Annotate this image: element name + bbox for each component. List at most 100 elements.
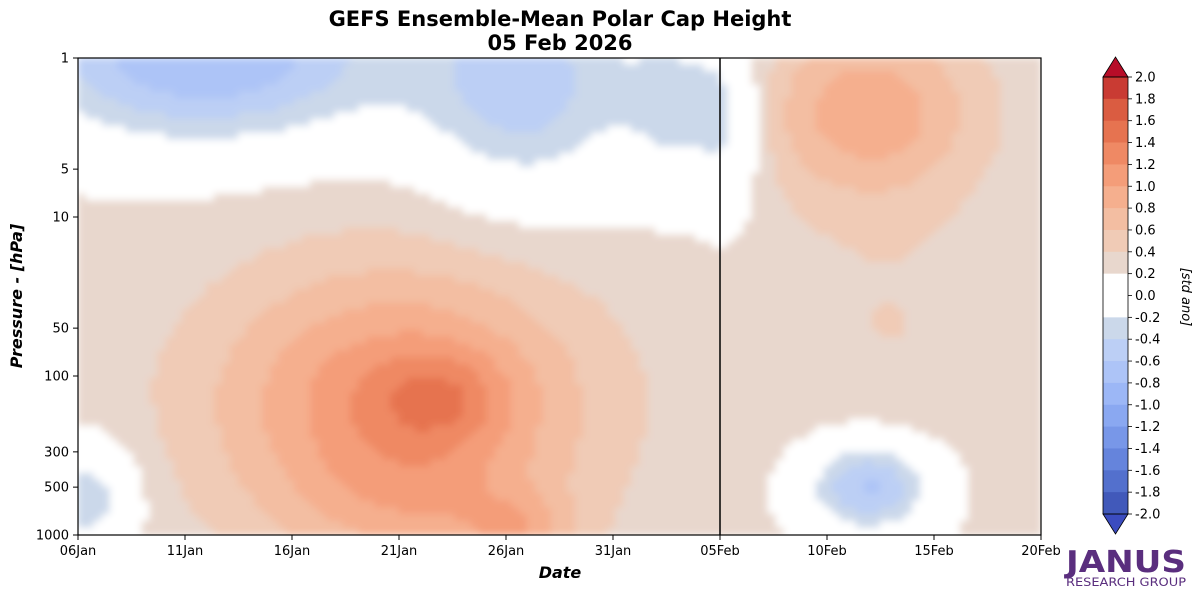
- field-cell: [318, 248, 328, 257]
- field-cell: [229, 513, 240, 522]
- field-cell: [261, 64, 272, 73]
- field-cell: [542, 125, 553, 134]
- field-cell: [261, 145, 272, 154]
- field-cell: [478, 132, 488, 141]
- field-cell: [326, 289, 336, 298]
- field-cell: [189, 200, 199, 209]
- field-cell: [221, 282, 232, 291]
- field-cell: [486, 309, 496, 318]
- field-cell: [221, 350, 232, 359]
- field-cell: [502, 445, 512, 454]
- field-cell: [109, 329, 119, 338]
- field-cell: [639, 77, 649, 86]
- field-cell: [205, 309, 216, 318]
- field-cell: [462, 166, 472, 175]
- field-cell: [237, 268, 248, 277]
- field-cell: [278, 234, 288, 243]
- field-cell: [438, 452, 448, 461]
- field-cell: [430, 486, 440, 495]
- field-cell: [390, 316, 400, 325]
- field-cell: [245, 350, 256, 359]
- field-cell: [478, 370, 488, 379]
- field-cell: [574, 289, 585, 298]
- field-cell: [318, 159, 328, 168]
- field-cell: [125, 370, 135, 379]
- field-cell: [582, 432, 593, 441]
- field-cell: [229, 58, 240, 66]
- field-cell: [639, 418, 649, 427]
- field-cell: [366, 295, 376, 304]
- field-cell: [221, 91, 232, 100]
- field-cell: [221, 64, 232, 73]
- field-cell: [189, 241, 199, 250]
- field-cell: [398, 282, 408, 291]
- field-cell: [366, 261, 376, 270]
- field-cell: [631, 105, 641, 114]
- field-cell: [237, 343, 248, 352]
- field-cell: [181, 486, 191, 495]
- field-cell: [310, 391, 320, 400]
- field-cell: [261, 77, 272, 86]
- field-cell: [109, 527, 119, 535]
- field-cell: [470, 275, 480, 284]
- field-cell: [574, 118, 585, 127]
- field-cell: [109, 289, 119, 298]
- field-cell: [542, 350, 553, 359]
- field-cell: [149, 513, 159, 522]
- field-cell: [398, 411, 408, 420]
- field-cell: [486, 343, 496, 352]
- field-cell: [566, 64, 577, 73]
- field-cell: [326, 520, 336, 529]
- field-cell: [229, 418, 240, 427]
- field-cell: [85, 439, 95, 448]
- field-cell: [550, 425, 561, 434]
- field-cell: [261, 261, 272, 270]
- field-cell: [446, 132, 456, 141]
- field-cell: [286, 466, 296, 475]
- field-cell: [205, 343, 216, 352]
- field-cell: [350, 350, 360, 359]
- field-cell: [141, 173, 151, 182]
- field-cell: [470, 139, 480, 148]
- field-cell: [534, 527, 545, 535]
- field-cell: [542, 111, 553, 120]
- field-cell: [518, 398, 528, 407]
- field-cell: [133, 473, 143, 482]
- field-cell: [502, 384, 512, 393]
- field-cell: [518, 241, 528, 250]
- field-cell: [101, 425, 111, 434]
- field-cell: [631, 486, 641, 495]
- field-cell: [462, 432, 472, 441]
- field-cell: [149, 289, 159, 298]
- field-cell: [518, 261, 528, 270]
- field-cell: [422, 118, 432, 127]
- field-cell: [310, 84, 320, 93]
- field-cell: [237, 473, 248, 482]
- field-cell: [615, 391, 625, 400]
- field-cell: [133, 350, 143, 359]
- field-cell: [261, 268, 272, 277]
- field-cell: [334, 370, 344, 379]
- field-cell: [470, 479, 480, 488]
- field-cell: [566, 145, 577, 154]
- field-cell: [422, 302, 432, 311]
- field-cell: [213, 186, 224, 195]
- field-cell: [253, 343, 264, 352]
- field-cell: [213, 214, 224, 223]
- field-cell: [639, 200, 649, 209]
- field-cell: [607, 98, 617, 107]
- field-cell: [133, 425, 143, 434]
- field-cell: [510, 220, 520, 229]
- field-cell: [334, 439, 344, 448]
- field-cell: [574, 432, 585, 441]
- field-cell: [85, 227, 95, 236]
- field-cell: [486, 357, 496, 366]
- field-cell: [253, 357, 264, 366]
- field-cell: [85, 84, 95, 93]
- field-cell: [494, 466, 504, 475]
- field-cell: [566, 452, 577, 461]
- field-cell: [342, 309, 352, 318]
- field-cell: [310, 132, 320, 141]
- field-cell: [302, 445, 312, 454]
- field-cell: [237, 241, 248, 250]
